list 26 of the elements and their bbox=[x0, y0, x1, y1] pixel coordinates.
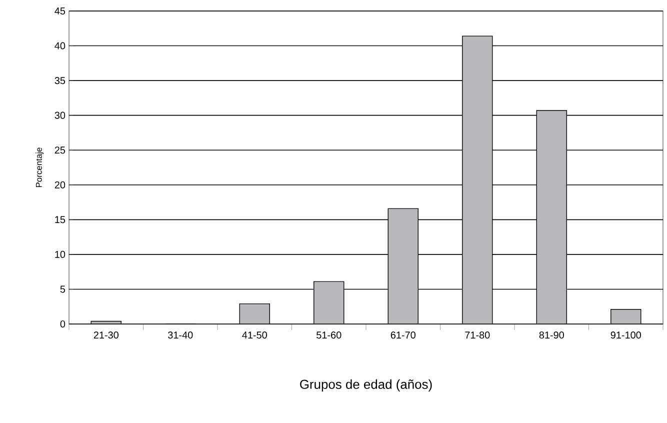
x-tick-label: 51-60 bbox=[316, 332, 342, 339]
bar bbox=[388, 208, 418, 324]
bar bbox=[536, 110, 567, 324]
x-tick-label: 91-100 bbox=[610, 332, 641, 339]
x-tick-label: 41-50 bbox=[242, 332, 267, 339]
x-axis-title: Grupos de edad (años) bbox=[300, 379, 432, 392]
x-tick-label: 31-40 bbox=[168, 332, 193, 339]
y-tick-label: 30 bbox=[54, 112, 66, 119]
y-tick-label: 45 bbox=[54, 8, 66, 14]
x-tick-label: 71-80 bbox=[465, 332, 490, 339]
y-tick-label: 0 bbox=[60, 320, 66, 328]
y-tick-label: 15 bbox=[55, 216, 66, 224]
x-tick-label: 21-30 bbox=[94, 332, 118, 339]
bar bbox=[610, 309, 642, 324]
bar bbox=[239, 303, 270, 324]
y-axis-title: Porcentaje bbox=[36, 148, 44, 188]
x-tick-label: 61-70 bbox=[390, 332, 416, 339]
y-tick-label: 5 bbox=[60, 286, 66, 293]
y-tick-label: 35 bbox=[54, 77, 66, 84]
x-tick-label: 81-90 bbox=[539, 332, 564, 339]
y-tick-label: 20 bbox=[54, 181, 66, 188]
y-tick-label: 25 bbox=[54, 146, 66, 154]
bar bbox=[462, 36, 493, 324]
bar bbox=[314, 281, 344, 324]
y-tick-label: 40 bbox=[54, 42, 66, 50]
y-tick-label: 10 bbox=[55, 250, 66, 258]
